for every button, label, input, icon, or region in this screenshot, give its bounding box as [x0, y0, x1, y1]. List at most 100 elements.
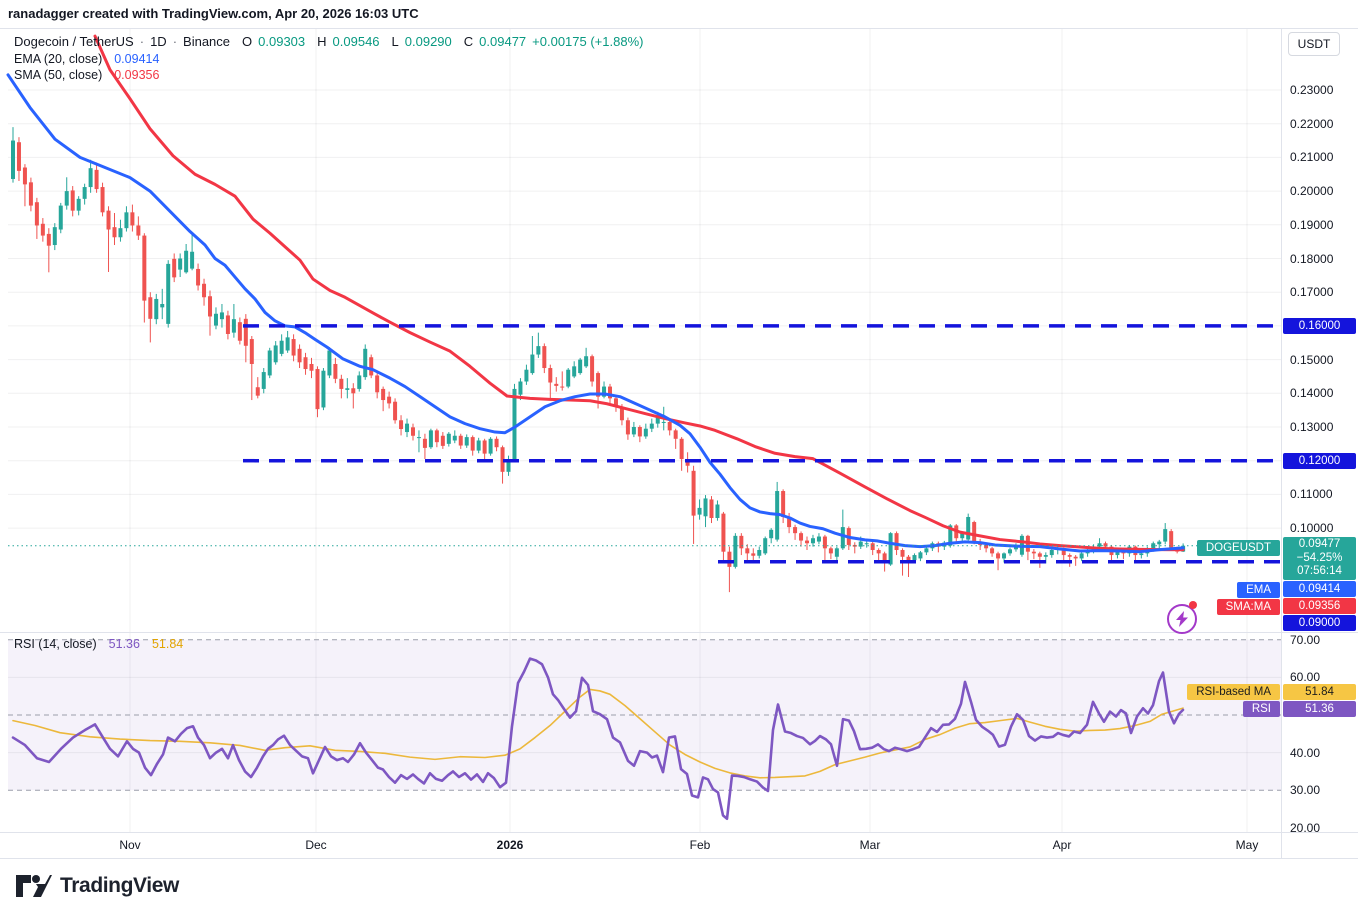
- rsi-tick-label: 40.00: [1290, 745, 1321, 760]
- candle-body: [470, 437, 475, 451]
- candle-body: [34, 202, 39, 226]
- ema-legend[interactable]: EMA (20, close) 0.09414: [14, 52, 159, 66]
- candle-body: [1163, 529, 1168, 542]
- level-badge-009: 0.09000: [1283, 615, 1356, 631]
- rsi-value: 51.36: [108, 637, 140, 651]
- candle-body: [918, 552, 923, 559]
- quick-action-button[interactable]: [1167, 604, 1197, 634]
- candle-body: [369, 357, 374, 376]
- candle-body: [1031, 551, 1036, 554]
- pct-from-high: −54.25%: [1296, 551, 1343, 564]
- candle-body: [894, 533, 899, 551]
- candle-body: [225, 315, 230, 334]
- candle-body: [375, 375, 380, 393]
- candle-body: [154, 298, 159, 320]
- candle-body: [757, 550, 762, 556]
- sma-value: 0.09356: [114, 68, 160, 82]
- ema-value-badge: 0.09414: [1283, 581, 1356, 597]
- ema-label: EMA (20, close): [14, 52, 103, 66]
- candle-body: [1169, 531, 1174, 549]
- candle-body: [554, 383, 559, 386]
- rsi-band: [8, 639, 1281, 791]
- currency-unit-button[interactable]: USDT: [1288, 32, 1340, 56]
- candle-body: [506, 460, 511, 472]
- candle-body: [727, 551, 732, 567]
- candle-body: [446, 433, 451, 444]
- exchange-label: Binance: [183, 34, 231, 49]
- candle-body: [208, 296, 213, 317]
- candle-body: [536, 346, 541, 355]
- candle-body: [405, 423, 410, 433]
- candle-body: [351, 388, 356, 394]
- candle-body: [972, 522, 977, 542]
- rsi-tag: RSI: [1242, 701, 1280, 717]
- candle-body: [673, 430, 678, 439]
- candle-body: [996, 553, 1001, 559]
- candle-body: [291, 339, 296, 356]
- candle-body: [751, 553, 756, 556]
- candle-body: [840, 527, 845, 549]
- time-tick-label: Mar: [859, 838, 881, 852]
- close-value: 0.09477: [479, 34, 527, 49]
- candle-body: [828, 548, 833, 554]
- candle-body: [94, 169, 99, 190]
- candle-body: [345, 388, 350, 390]
- price-tick-label: 0.18000: [1290, 251, 1334, 266]
- candle-body: [500, 447, 505, 472]
- price-tick-label: 0.15000: [1290, 352, 1334, 367]
- candle-body: [1151, 543, 1156, 549]
- candle-body: [578, 359, 583, 374]
- candle-body: [1061, 548, 1066, 556]
- open-label: O: [242, 34, 253, 49]
- candle-body: [267, 350, 272, 376]
- price-tick-label: 0.21000: [1290, 150, 1334, 165]
- time-tick-label: May: [1235, 838, 1259, 852]
- candle-body: [273, 345, 278, 363]
- candle-body: [52, 227, 57, 246]
- symbol-legend[interactable]: Dogecoin / TetherUS · 1D · Binance O 0.09…: [14, 34, 643, 49]
- time-tick-label: Dec: [305, 838, 327, 852]
- candle-body: [1007, 549, 1012, 554]
- candle-body: [703, 498, 708, 517]
- candle-body: [643, 428, 648, 437]
- rsi-value-badge: 51.36: [1283, 701, 1356, 717]
- candle-body: [1073, 556, 1078, 559]
- candle-body: [100, 187, 105, 213]
- candle-body: [315, 369, 320, 410]
- interval-label: 1D: [150, 34, 167, 49]
- candle-body: [285, 337, 290, 351]
- candle-body: [781, 491, 786, 517]
- level-badge-016: 0.16000: [1283, 318, 1356, 334]
- candle-body: [810, 538, 815, 544]
- candle-body: [733, 535, 738, 567]
- candle-body: [1002, 553, 1007, 559]
- legend-separator2: ·: [172, 34, 178, 49]
- candle-body: [912, 555, 917, 561]
- tradingview-logo[interactable]: TradingView: [16, 874, 179, 898]
- tradingview-mark-icon: [16, 875, 52, 897]
- candle-body: [112, 227, 117, 238]
- sma50-line: [93, 34, 1185, 552]
- candle-body: [213, 313, 218, 326]
- candle-body: [393, 401, 398, 421]
- candle-body: [637, 427, 642, 437]
- candle-body: [924, 548, 929, 553]
- rsi-ma-line: [12, 688, 1184, 779]
- candle-body: [590, 356, 595, 382]
- rsi-tick-label: 20.00: [1290, 820, 1321, 835]
- candle-body: [22, 167, 27, 185]
- candle-body: [399, 420, 404, 430]
- candle-body: [787, 516, 792, 528]
- high-label: H: [317, 34, 327, 49]
- candle-body: [249, 339, 254, 364]
- candle-body: [381, 388, 386, 401]
- candle-body: [715, 504, 720, 518]
- candle-body: [649, 423, 654, 429]
- candle-body: [136, 225, 141, 236]
- sma-legend[interactable]: SMA (50, close) 0.09356: [14, 68, 159, 82]
- candle-body: [118, 228, 123, 238]
- rsi-legend[interactable]: RSI (14, close) 51.36 51.84: [14, 637, 183, 651]
- ema-tag: EMA: [1237, 582, 1280, 598]
